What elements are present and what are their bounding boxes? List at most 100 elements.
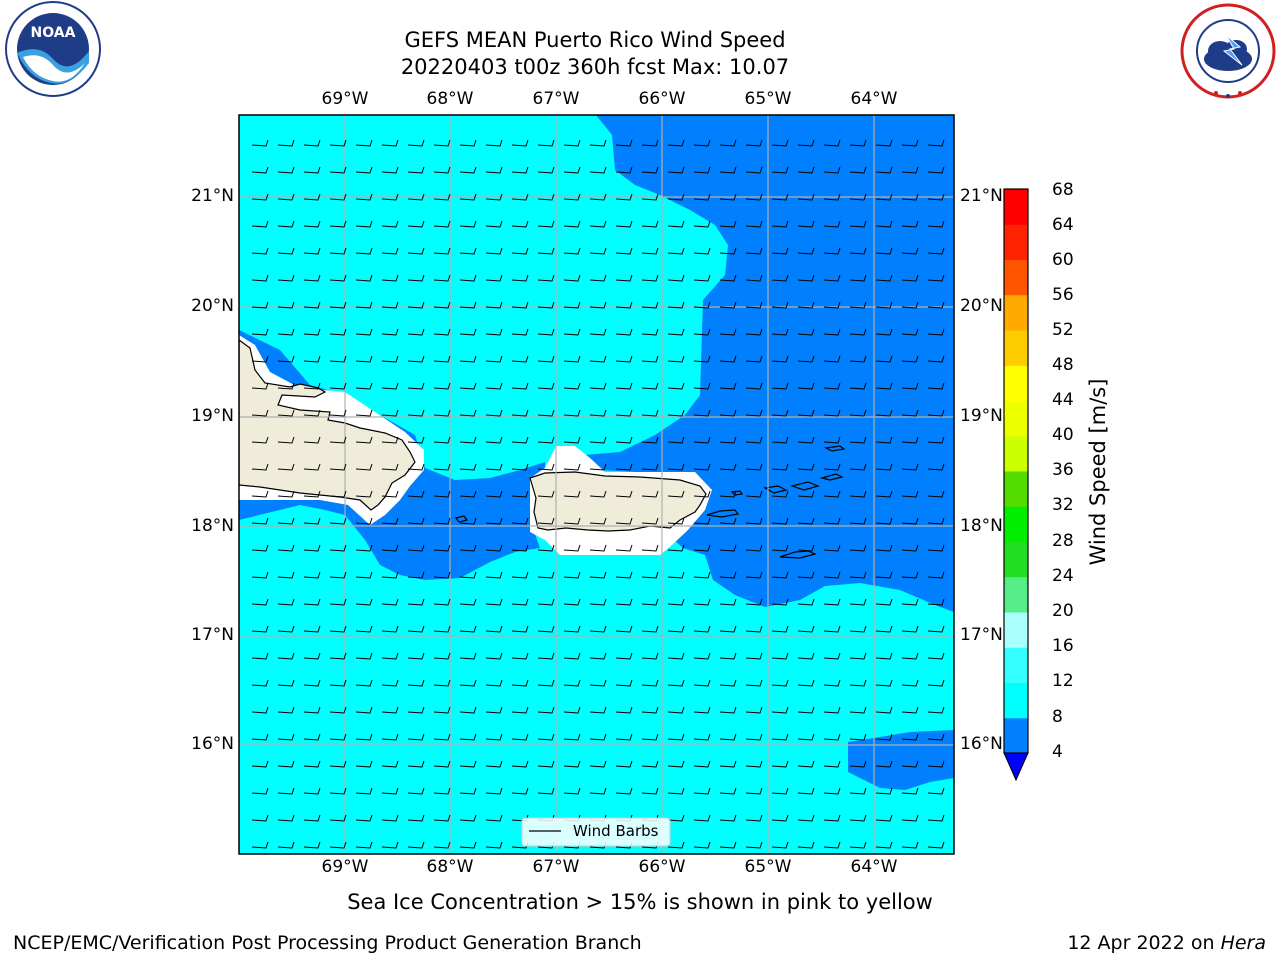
wind-barb xyxy=(537,355,555,363)
wind-barb xyxy=(485,193,503,201)
wind-barb xyxy=(303,301,321,309)
wind-barb xyxy=(693,706,711,714)
wind-barb xyxy=(433,544,451,552)
wind-barb xyxy=(849,571,867,579)
wind-barb xyxy=(303,679,321,687)
wind-barb xyxy=(693,652,711,660)
wind-barb xyxy=(433,598,451,606)
wind-barb xyxy=(719,436,737,444)
wind-barb xyxy=(875,328,893,336)
legend-label: Wind Barbs xyxy=(573,822,659,840)
wind-barb xyxy=(355,382,373,390)
wind-barb xyxy=(381,760,399,768)
wind-barb xyxy=(797,139,815,147)
wind-barb xyxy=(355,409,373,417)
wind-barb xyxy=(537,274,555,282)
wind-barb xyxy=(381,814,399,822)
wind-barb xyxy=(849,814,867,822)
wind-barb xyxy=(303,409,321,417)
wind-barb xyxy=(277,571,295,579)
wind-barb xyxy=(641,274,659,282)
wind-barb xyxy=(849,247,867,255)
wind-barb xyxy=(797,814,815,822)
wind-barb xyxy=(251,409,269,417)
wind-barb xyxy=(407,274,425,282)
wind-barb xyxy=(797,625,815,633)
wind-barb xyxy=(563,328,581,336)
wind-barb xyxy=(355,544,373,552)
wind-barb xyxy=(745,841,763,849)
wind-barb xyxy=(875,247,893,255)
wind-barb xyxy=(433,166,451,174)
wind-barb xyxy=(849,166,867,174)
wind-barb xyxy=(537,382,555,390)
wind-barb xyxy=(355,463,373,471)
wind-barb xyxy=(745,382,763,390)
wind-barb xyxy=(511,463,529,471)
wind-barb xyxy=(381,598,399,606)
wind-barb xyxy=(511,409,529,417)
wind-barb xyxy=(901,760,919,768)
wind-barb xyxy=(641,463,659,471)
wind-barb xyxy=(277,841,295,849)
colorbar-tick: 60 xyxy=(1052,250,1074,270)
lon-tick-bottom: 66°W xyxy=(638,857,686,877)
wind-barb xyxy=(693,247,711,255)
wind-barb xyxy=(745,571,763,579)
wind-barb xyxy=(901,841,919,849)
wind-barb xyxy=(407,598,425,606)
wind-barb xyxy=(563,409,581,417)
wind-barb xyxy=(303,220,321,228)
wind-barb xyxy=(277,544,295,552)
wind-barb xyxy=(771,814,789,822)
wind-barb xyxy=(615,625,633,633)
colorbar-tick: 24 xyxy=(1052,566,1074,586)
colorbar-segment xyxy=(1004,717,1028,754)
wind-barb xyxy=(667,490,685,498)
wind-barb xyxy=(615,571,633,579)
wind-barb xyxy=(667,814,685,822)
wind-barb xyxy=(537,463,555,471)
lon-tick-top: 67°W xyxy=(532,89,580,109)
wind-barb xyxy=(693,463,711,471)
wind-barb xyxy=(641,409,659,417)
wind-barb xyxy=(693,814,711,822)
wind-barb xyxy=(797,679,815,687)
wind-barb xyxy=(667,463,685,471)
wind-barb xyxy=(849,301,867,309)
island-mona xyxy=(454,515,469,523)
colorbar-label: Wind Speed [m/s] xyxy=(1086,378,1110,566)
wind-barb xyxy=(667,517,685,525)
wind-barb xyxy=(589,247,607,255)
wind-barb xyxy=(589,193,607,201)
wind-barb xyxy=(355,193,373,201)
island-virgin-islands-2 xyxy=(789,481,820,491)
wind-barb xyxy=(251,517,269,525)
wind-barb xyxy=(433,220,451,228)
wind-barb xyxy=(589,571,607,579)
wind-barb xyxy=(277,814,295,822)
lat-tick-right: 18°N xyxy=(960,516,1003,536)
noaa-logo: NOAA xyxy=(5,1,101,97)
lon-tick-bottom: 64°W xyxy=(850,857,898,877)
wind-barb xyxy=(433,787,451,795)
wind-barb xyxy=(823,706,841,714)
wind-barb xyxy=(459,787,477,795)
noaa-logo-text: NOAA xyxy=(31,25,76,41)
wind-barb xyxy=(433,328,451,336)
wind-barb xyxy=(901,436,919,444)
wind-barb xyxy=(277,706,295,714)
wind-barb xyxy=(381,490,399,498)
wind-barb xyxy=(277,490,295,498)
lon-tick-bottom: 69°W xyxy=(321,857,369,877)
wind-barb xyxy=(537,544,555,552)
wind-barb xyxy=(797,220,815,228)
wind-barb xyxy=(641,436,659,444)
lat-tick-right: 20°N xyxy=(960,296,1003,316)
wind-barb xyxy=(693,679,711,687)
wind-barb xyxy=(589,355,607,363)
wind-barb xyxy=(485,571,503,579)
wind-barb xyxy=(485,787,503,795)
wind-barb xyxy=(745,301,763,309)
wind-barb xyxy=(433,760,451,768)
